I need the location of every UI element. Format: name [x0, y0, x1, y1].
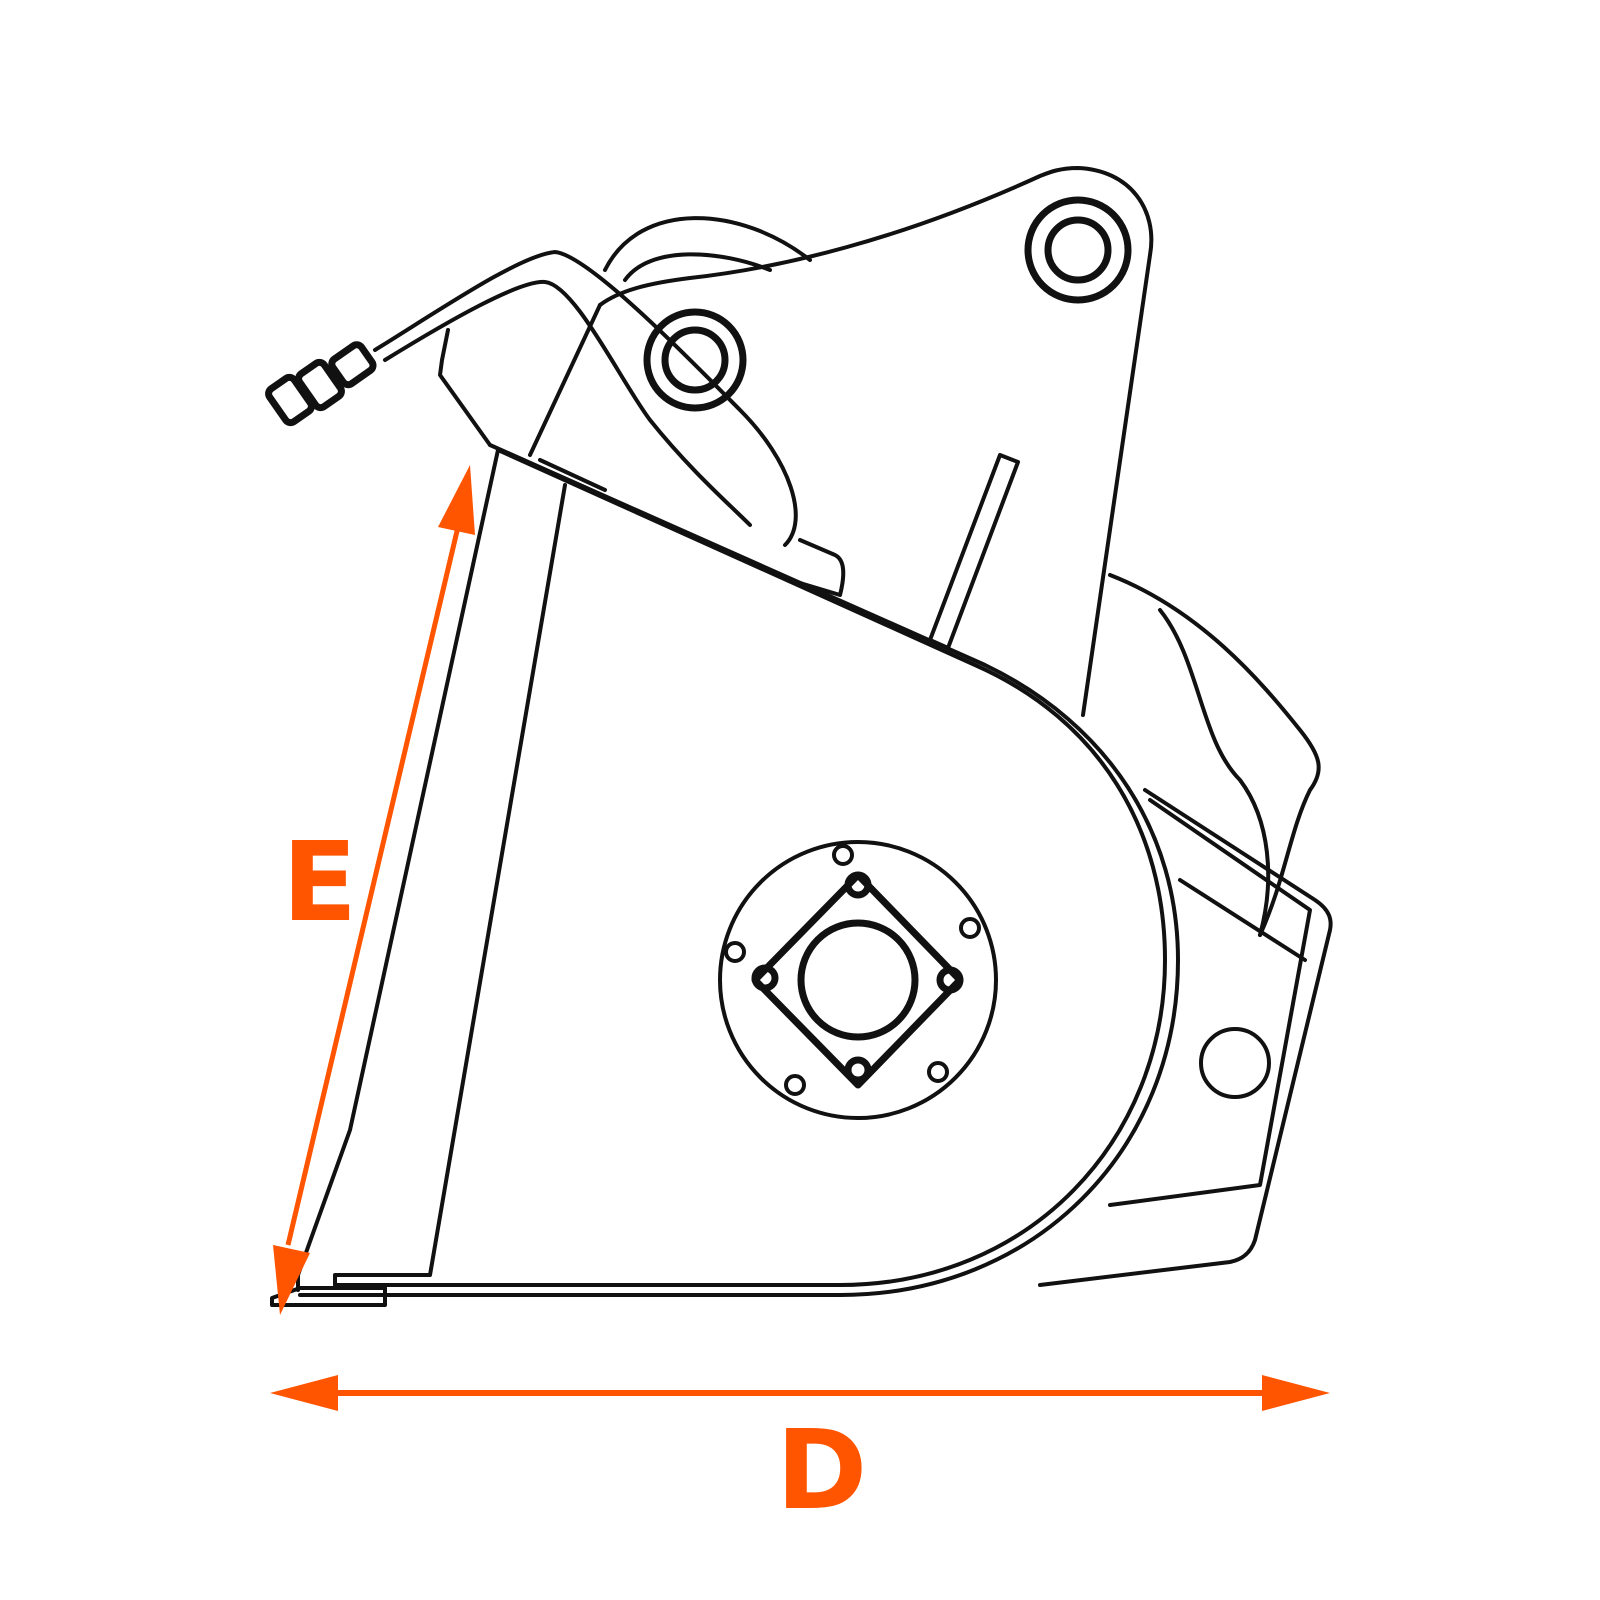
rear-guard-inner	[1108, 798, 1312, 1207]
rear-hole	[1199, 1027, 1271, 1099]
disc-bolt	[784, 1074, 806, 1096]
hub-assembly	[718, 840, 998, 1120]
hub-disc	[718, 840, 998, 1120]
arrow-down-icon	[273, 1245, 310, 1315]
arrow-left-icon	[270, 1375, 338, 1411]
disc-bolt	[724, 941, 746, 963]
lip-strip	[538, 458, 607, 492]
disc-bolt	[832, 844, 854, 866]
arrow-up-icon	[438, 465, 475, 535]
hub-flange	[751, 871, 964, 1089]
hose-loop	[603, 216, 812, 272]
side-plate-inner-edge	[298, 443, 1180, 1297]
lower-pin	[661, 326, 729, 394]
shaft-bore	[797, 919, 919, 1041]
disc-bolt	[959, 917, 981, 939]
lower-pin-boss	[643, 308, 747, 412]
arrow-right-icon	[1262, 1375, 1330, 1411]
dimension-e: E	[273, 465, 475, 1315]
upper-pin	[1044, 216, 1112, 284]
bucket-body	[265, 166, 1333, 1307]
disc-bolt	[927, 1061, 949, 1083]
dimension-e-label: E	[282, 818, 357, 946]
dimension-d: D	[270, 1375, 1330, 1534]
cutting-edge	[270, 1286, 387, 1307]
hose-bracket	[788, 538, 846, 597]
flange-bolt	[844, 871, 872, 899]
flange-bolt	[936, 966, 964, 994]
front-edge	[296, 448, 500, 1292]
rear-brace	[1178, 878, 1307, 962]
hydraulic-hose	[373, 250, 798, 547]
dimension-d-label: D	[776, 1406, 867, 1534]
hose-coupler	[265, 341, 377, 427]
back-frame-lower	[528, 303, 602, 457]
flange-bolt	[844, 1056, 872, 1084]
dimension-e-line	[285, 509, 465, 1246]
side-plate	[333, 448, 1167, 1287]
upper-pin-boss	[1024, 196, 1132, 304]
rear-hose-inner	[1158, 608, 1271, 937]
rear-hose	[1108, 573, 1321, 937]
rear-guard	[1038, 788, 1333, 1287]
back-frame	[598, 166, 1154, 717]
hydraulic-hose-inner	[383, 279, 752, 527]
top-lip	[438, 328, 492, 447]
support-rod	[928, 453, 1020, 650]
flange-bolt	[751, 964, 779, 992]
hose-loop-inner	[623, 252, 772, 282]
